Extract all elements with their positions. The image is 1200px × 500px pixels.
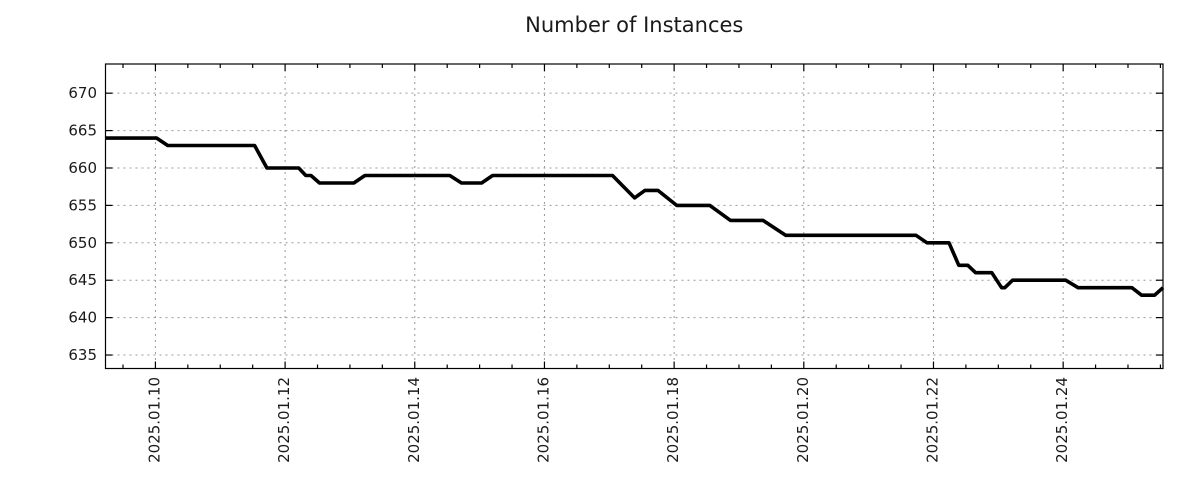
x-tick-label: 2025.01.14 bbox=[405, 377, 423, 463]
plot-border bbox=[104, 63, 1164, 370]
y-tick-label: 665 bbox=[68, 122, 97, 140]
x-tick-label: 2025.01.20 bbox=[794, 377, 812, 463]
chart-title: Number of Instances bbox=[525, 13, 743, 37]
y-tick-label: 670 bbox=[68, 84, 97, 102]
grid-lines bbox=[105, 64, 1163, 369]
x-tick-label: 2025.01.12 bbox=[275, 377, 293, 463]
x-tick-label: 2025.01.16 bbox=[534, 377, 552, 463]
y-tick-label: 645 bbox=[68, 271, 97, 289]
axis-ticks bbox=[105, 64, 1163, 369]
y-tick-label: 635 bbox=[68, 346, 97, 364]
y-tick-label: 655 bbox=[68, 196, 97, 214]
x-tick-label: 2025.01.22 bbox=[923, 377, 941, 463]
y-tick-label: 660 bbox=[68, 159, 97, 177]
x-tick-label: 2025.01.10 bbox=[145, 377, 163, 463]
x-tick-label: 2025.01.24 bbox=[1053, 377, 1071, 463]
y-tick-label: 650 bbox=[68, 234, 97, 252]
x-axis-labels: 2025.01.10 2025.01.12 2025.01.14 2025.01.16… bbox=[145, 377, 1071, 463]
x-tick-label: 2025.01.18 bbox=[664, 377, 682, 463]
y-axis-labels: 635 640 645 650 655 660 665 670 bbox=[68, 84, 97, 364]
series-line bbox=[105, 136, 1165, 297]
y-tick-label: 640 bbox=[68, 309, 97, 327]
